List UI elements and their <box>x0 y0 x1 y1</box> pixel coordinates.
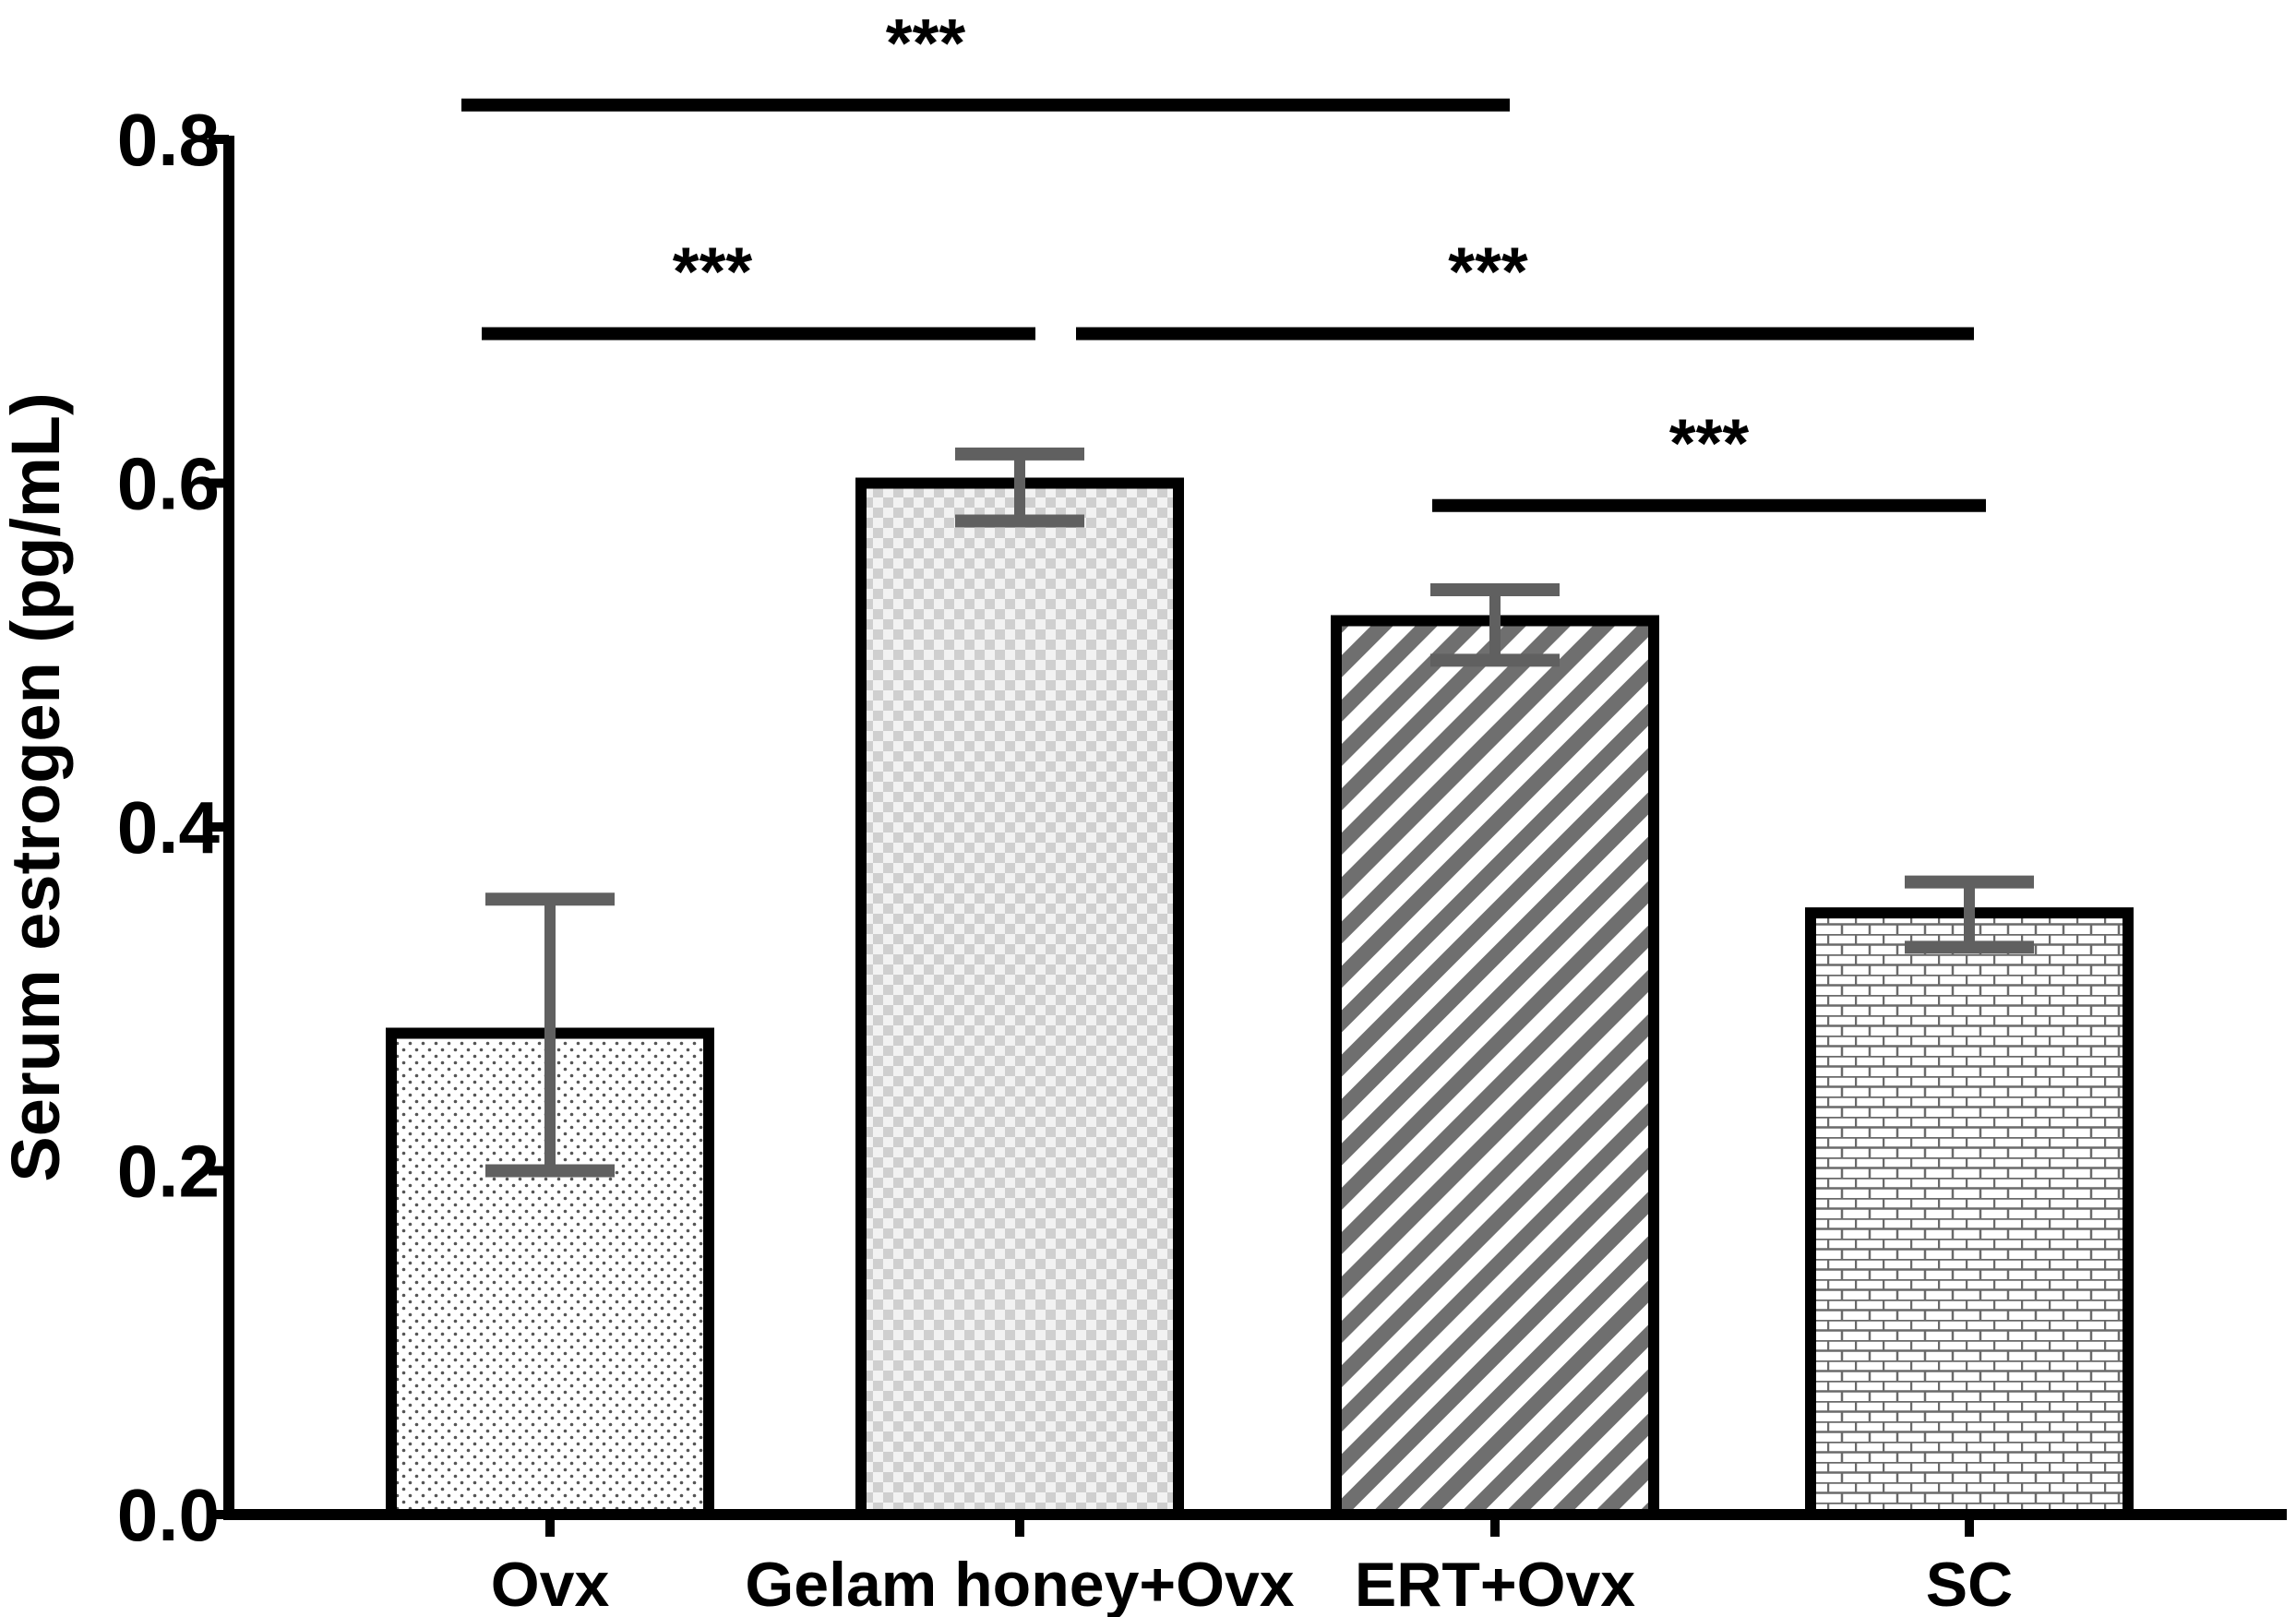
x-tick-label: Gelam honey+Ovx <box>745 1550 1294 1617</box>
significance-label: *** <box>1669 405 1750 482</box>
x-tick-label: ERT+Ovx <box>1355 1550 1635 1617</box>
bar <box>1805 907 2134 1520</box>
bar <box>855 477 1184 1520</box>
significance-label: *** <box>673 233 753 309</box>
error-bar <box>1430 582 1560 667</box>
error-bar <box>955 447 1084 528</box>
y-tick-label: 0.4 <box>117 786 221 868</box>
y-tick-label: 0.6 <box>117 443 220 525</box>
bars <box>386 477 2134 1520</box>
error-bar <box>485 892 615 1178</box>
significance-label: *** <box>886 5 966 81</box>
bar <box>1331 615 1659 1520</box>
x-tick-label: SC <box>1926 1550 2013 1617</box>
error-bar <box>1905 875 2034 954</box>
y-tick-label: 0.2 <box>117 1131 220 1213</box>
significance-label: *** <box>1448 233 1528 309</box>
significance-brackets: *** *** *** *** <box>461 5 1986 512</box>
x-tick-label: Ovx <box>491 1550 610 1617</box>
error-bars <box>485 447 2034 1178</box>
y-tick-label: 0.8 <box>117 99 220 181</box>
y-axis-title: Serum estrogen (pg/mL) <box>0 392 74 1181</box>
y-tick-label: 0.0 <box>117 1474 220 1556</box>
